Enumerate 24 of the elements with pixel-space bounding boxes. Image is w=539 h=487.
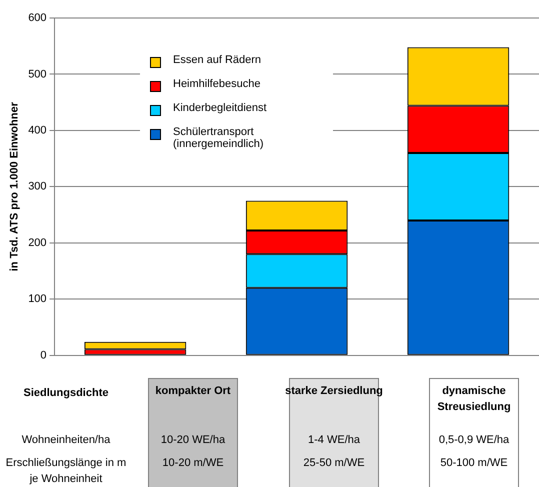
- x-tick-label: dynamische Streusiedlung: [436, 384, 512, 415]
- y-tick-label: 0: [40, 349, 47, 362]
- text: Wohneinheiten/ha: [20, 433, 112, 448]
- y-tick-label: 200: [28, 236, 47, 249]
- text: 10-20 m/WE: [161, 456, 225, 471]
- y-tick-label: 300: [28, 180, 47, 193]
- x-axis-title: Siedlungsdichte: [22, 386, 110, 401]
- text: 10-20 WE/ha: [160, 433, 226, 448]
- y-axis-title: in Tsd. ATS pro 1.000 Einwohner: [8, 101, 21, 272]
- x-tick-label: kompakter Ort: [154, 384, 232, 399]
- text: Erschließungslänge in m je Wohneinheit: [4, 456, 128, 487]
- y-tick-label: 600: [28, 12, 47, 24]
- x-tick-label: starke Zersiedlung: [284, 384, 384, 399]
- legend-label: Heimhilfebesuche: [173, 78, 262, 90]
- legend-label: Schülertransport (innergemeindlich): [173, 126, 264, 150]
- text: 50-100 m/WE: [439, 456, 509, 471]
- legend-label: Kinderbegleitdienst: [173, 102, 268, 114]
- legend-label: Essen auf Rädern: [173, 54, 262, 66]
- y-tick-label: 100: [28, 293, 47, 306]
- text: 1-4 WE/ha: [307, 433, 361, 448]
- text: 0,5-0,9 WE/ha: [438, 433, 510, 448]
- y-tick-label: 500: [28, 68, 47, 80]
- y-tick-label: 400: [28, 124, 47, 136]
- text: 25-50 m/WE: [302, 456, 366, 471]
